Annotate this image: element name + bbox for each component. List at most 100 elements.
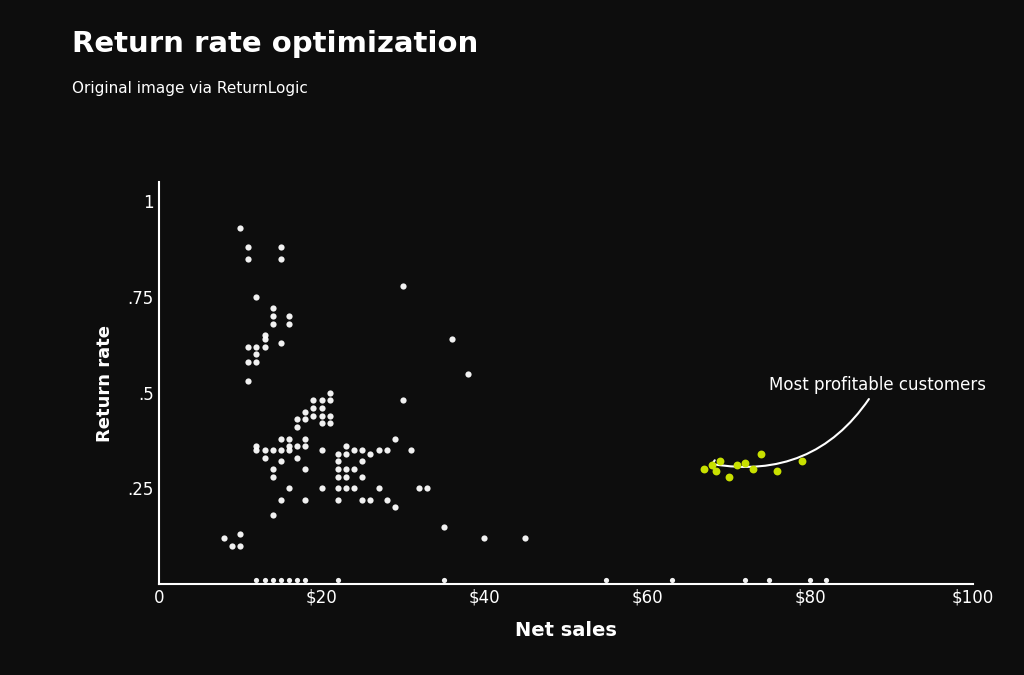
Point [338, 464, 354, 475]
Point [330, 456, 346, 467]
Point [272, 433, 289, 444]
Point [240, 242, 256, 252]
Point [264, 319, 281, 329]
Point [371, 483, 387, 493]
Point [248, 292, 264, 302]
Point [696, 464, 713, 475]
Point [419, 483, 435, 493]
Point [297, 441, 313, 452]
Point [753, 448, 769, 459]
Point [313, 410, 330, 421]
Point [728, 460, 744, 470]
Point [313, 418, 330, 429]
Point [713, 456, 729, 467]
Point [240, 342, 256, 352]
Point [387, 433, 403, 444]
Point [322, 387, 338, 398]
Point [272, 456, 289, 467]
Point [818, 574, 835, 585]
Point [297, 406, 313, 417]
Point [322, 418, 338, 429]
Point [744, 464, 761, 475]
Point [705, 460, 721, 470]
Point [248, 356, 264, 367]
Point [346, 483, 362, 493]
Point [256, 330, 272, 341]
Point [313, 402, 330, 413]
Point [264, 464, 281, 475]
Point [322, 410, 338, 421]
Point [322, 395, 338, 406]
Point [330, 494, 346, 505]
Point [231, 540, 248, 551]
Text: Most profitable customers: Most profitable customers [712, 376, 986, 468]
Point [289, 441, 305, 452]
Point [272, 253, 289, 264]
Point [272, 445, 289, 456]
Point [231, 223, 248, 234]
Point [264, 471, 281, 482]
Point [281, 433, 297, 444]
Point [264, 310, 281, 321]
Point [289, 422, 305, 433]
Point [281, 483, 297, 493]
Point [354, 471, 371, 482]
Point [313, 483, 330, 493]
Point [379, 445, 395, 456]
Point [395, 280, 412, 291]
Point [354, 445, 371, 456]
Point [256, 574, 272, 585]
Point [338, 448, 354, 459]
Point [761, 574, 777, 585]
Point [460, 368, 476, 379]
Text: Original image via ReturnLogic: Original image via ReturnLogic [72, 81, 307, 96]
Point [281, 441, 297, 452]
Point [305, 395, 322, 406]
Point [802, 574, 818, 585]
Point [297, 574, 313, 585]
Point [240, 356, 256, 367]
Point [297, 433, 313, 444]
Point [305, 410, 322, 421]
Point [598, 574, 614, 585]
Point [411, 483, 427, 493]
Y-axis label: Return rate: Return rate [95, 325, 114, 441]
Point [248, 445, 264, 456]
Point [289, 574, 305, 585]
Point [240, 376, 256, 387]
Point [264, 303, 281, 314]
Point [379, 494, 395, 505]
Point [248, 349, 264, 360]
Point [769, 466, 785, 477]
Point [297, 494, 313, 505]
Point [346, 464, 362, 475]
Point [354, 456, 371, 467]
Point [476, 533, 493, 543]
Point [272, 338, 289, 348]
Point [346, 445, 362, 456]
Point [402, 445, 419, 456]
Point [281, 310, 297, 321]
Point [736, 574, 753, 585]
Point [281, 574, 297, 585]
Point [435, 574, 452, 585]
Point [330, 483, 346, 493]
Point [354, 494, 371, 505]
Point [256, 452, 272, 463]
Point [709, 466, 725, 477]
Point [664, 574, 680, 585]
Point [240, 253, 256, 264]
Point [736, 458, 753, 468]
Point [289, 452, 305, 463]
Point [313, 445, 330, 456]
Point [272, 494, 289, 505]
Point [224, 540, 241, 551]
Point [264, 445, 281, 456]
Point [281, 319, 297, 329]
Point [338, 471, 354, 482]
Point [362, 448, 379, 459]
Point [231, 529, 248, 539]
Point [517, 533, 534, 543]
Point [435, 521, 452, 532]
Point [248, 574, 264, 585]
